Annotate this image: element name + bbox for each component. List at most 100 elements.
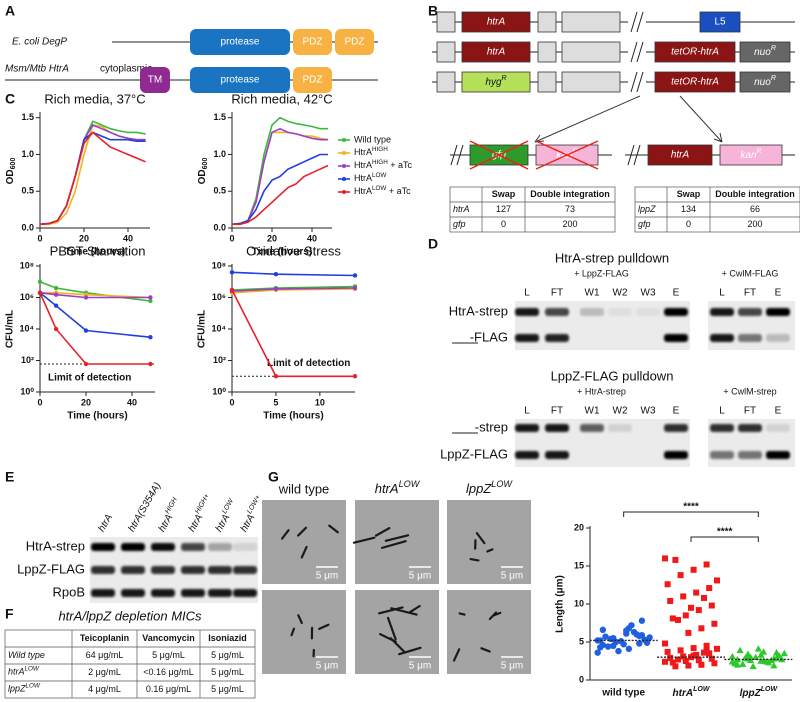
panel-label: A (5, 3, 15, 19)
break (630, 71, 638, 93)
point (53, 326, 59, 332)
table-frame (634, 186, 800, 233)
band (664, 334, 688, 342)
band (121, 566, 145, 574)
point (680, 653, 687, 660)
point (669, 615, 676, 622)
table-frame (449, 186, 616, 233)
legend-marker (342, 190, 346, 194)
band (121, 589, 145, 597)
gene-label: kanR (740, 148, 761, 160)
protein-name: E. coli DegP (12, 37, 67, 48)
point (711, 660, 718, 667)
point (728, 652, 736, 660)
cell (380, 540, 407, 549)
scale-label: 5 μm (501, 661, 523, 672)
point (602, 633, 609, 640)
y-tick-label: 1.0 (213, 149, 226, 159)
lane-label: htrAHIGH+ (185, 493, 216, 534)
table-cell: gfp (638, 219, 651, 229)
point (620, 641, 627, 648)
gene-label: htrA (487, 47, 506, 58)
table-cell: lppZ (638, 204, 656, 214)
point (273, 374, 279, 379)
break (627, 144, 635, 166)
group-label: + CwlM-strep (723, 386, 776, 396)
band (766, 308, 790, 316)
lane-label: htrALOW (212, 497, 240, 534)
band (766, 334, 790, 342)
band (580, 308, 604, 316)
point (53, 303, 59, 308)
lane-label: W3 (641, 406, 656, 417)
legend-label-sup: LOW (372, 172, 386, 179)
point (695, 657, 702, 664)
cell (398, 646, 422, 656)
significance-bracket (690, 536, 759, 542)
legend-label-sup: LOW (372, 185, 386, 192)
arrow (679, 95, 723, 143)
domain (293, 29, 332, 55)
y-tick-label: 10⁰ (20, 386, 34, 396)
micrograph (262, 590, 346, 674)
x-tick-label: 0 (229, 397, 234, 407)
table-cell: <0.16 μg/mL (143, 667, 193, 677)
table-cell: 66 (750, 204, 760, 214)
table-cell: 0 (686, 219, 691, 229)
point (752, 653, 760, 660)
lane-label: E (673, 288, 680, 299)
table-cell: 4 μg/mL (88, 684, 121, 694)
table-cell: 200 (747, 219, 762, 229)
point (680, 593, 687, 600)
series-line (231, 116, 328, 226)
point (623, 627, 630, 634)
legend-label-base: HtrA (354, 160, 372, 170)
y-axis-label-base: OD (197, 169, 208, 184)
point (628, 622, 635, 629)
gene (647, 144, 713, 166)
series-line (39, 292, 151, 365)
scale-label: 5 μm (316, 661, 338, 672)
table-cell: 64 μg/mL (86, 650, 124, 660)
lane-label: W2 (613, 406, 628, 417)
break (630, 11, 638, 33)
panel-label: D (428, 236, 438, 252)
band (181, 566, 205, 574)
point (780, 649, 788, 657)
point (636, 640, 643, 647)
x-axis-label: Time (hours) (263, 411, 323, 422)
point (693, 589, 700, 596)
break (636, 11, 644, 33)
y-tick-label: 20 (574, 522, 584, 532)
micrograph (355, 500, 439, 584)
band (181, 543, 205, 551)
point (695, 607, 702, 614)
gene (436, 41, 456, 63)
y-tick-label: 15 (574, 560, 584, 570)
band (710, 308, 734, 316)
significance-label: **** (683, 502, 699, 513)
band (233, 589, 257, 597)
gene (436, 71, 456, 93)
point (701, 594, 707, 601)
domain (190, 29, 290, 55)
panel-label: G (268, 469, 279, 485)
y-tick-label: 0.0 (213, 222, 226, 232)
point (229, 270, 235, 275)
series-line (231, 153, 328, 226)
cell (452, 648, 461, 662)
point (714, 577, 720, 584)
lane-label: W3 (641, 288, 656, 299)
x-tick-label: wild type (601, 688, 645, 699)
point (53, 285, 59, 291)
significance-label: **** (717, 527, 733, 538)
panel-label: E (5, 469, 14, 485)
y-tick-label: 5 (579, 636, 584, 646)
annotation: Limit of detection (267, 358, 350, 369)
series-line (39, 120, 146, 226)
series-line (231, 271, 356, 277)
y-axis-label-sub: 600 (10, 158, 17, 170)
domain-label: PDZ (345, 37, 365, 48)
y-tick-label: 0.5 (213, 186, 226, 196)
gene (719, 144, 783, 166)
